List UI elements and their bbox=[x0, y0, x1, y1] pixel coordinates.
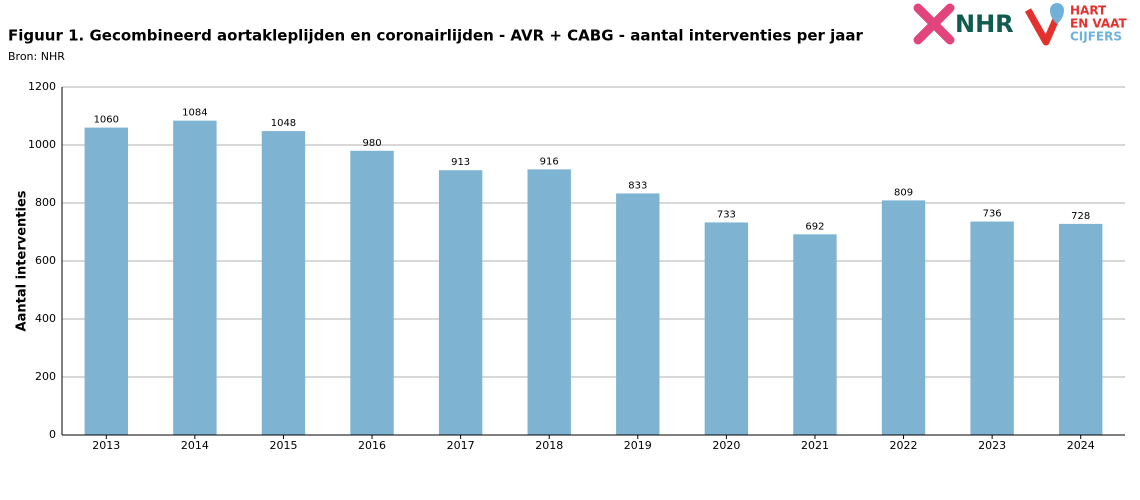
value-label: 733 bbox=[717, 209, 736, 220]
x-tick-label: 2016 bbox=[358, 439, 386, 452]
x-tick-label: 2017 bbox=[447, 439, 475, 452]
value-label: 728 bbox=[1071, 211, 1090, 222]
x-tick-label: 2019 bbox=[624, 439, 652, 452]
bar bbox=[84, 127, 128, 435]
value-label: 692 bbox=[805, 221, 824, 232]
bar bbox=[261, 131, 306, 435]
bar bbox=[970, 221, 1014, 435]
value-label: 809 bbox=[894, 187, 913, 198]
bar bbox=[527, 169, 571, 436]
y-tick-label: 1000 bbox=[28, 138, 56, 151]
value-label: 913 bbox=[451, 157, 470, 168]
x-tick-label: 2020 bbox=[712, 439, 740, 452]
logo-drop bbox=[1050, 3, 1064, 24]
x-tick-label: 2023 bbox=[978, 439, 1006, 452]
y-tick-label: 600 bbox=[35, 254, 56, 267]
value-label: 736 bbox=[983, 209, 1002, 220]
bar bbox=[438, 170, 483, 436]
value-label: 1060 bbox=[94, 115, 119, 126]
logo-text: CIJFERS bbox=[1070, 30, 1122, 44]
x-tick-label: 2018 bbox=[535, 439, 563, 452]
logo-text: HART bbox=[1070, 4, 1107, 18]
bar bbox=[173, 120, 217, 435]
chart-subtitle: Bron: NHR bbox=[8, 50, 65, 63]
bar bbox=[793, 234, 837, 435]
y-tick-label: 200 bbox=[35, 370, 56, 383]
x-tick-label: 2024 bbox=[1067, 439, 1095, 452]
logo-mark bbox=[913, 3, 955, 45]
value-label: 916 bbox=[540, 156, 559, 167]
x-tick-label: 2022 bbox=[890, 439, 918, 452]
y-axis-label: Aantal interventies bbox=[15, 190, 30, 331]
bar bbox=[704, 222, 749, 435]
value-label: 1084 bbox=[182, 108, 207, 119]
chart-title: Figuur 1. Gecombineerd aortakleplijden e… bbox=[8, 27, 864, 45]
x-tick-label: 2014 bbox=[181, 439, 209, 452]
y-tick-label: 800 bbox=[35, 196, 56, 209]
nhr-logo: NHR bbox=[913, 3, 1014, 45]
x-tick-label: 2021 bbox=[801, 439, 829, 452]
value-label: 833 bbox=[628, 180, 647, 191]
y-tick-label: 400 bbox=[35, 312, 56, 325]
logo-text: EN VAAT bbox=[1070, 17, 1128, 31]
y-tick-label: 1200 bbox=[28, 80, 56, 93]
bar bbox=[1059, 223, 1103, 435]
y-tick-label: 0 bbox=[49, 428, 56, 441]
bar bbox=[616, 193, 660, 435]
bar bbox=[350, 150, 394, 436]
hart-vaat-logo: HART EN VAAT CIJFERS bbox=[1024, 3, 1128, 46]
value-label: 980 bbox=[362, 138, 381, 149]
value-label: 1048 bbox=[271, 118, 296, 129]
logo-text: NHR bbox=[955, 10, 1014, 38]
x-tick-label: 2015 bbox=[269, 439, 297, 452]
x-tick-label: 2013 bbox=[92, 439, 120, 452]
bar bbox=[881, 200, 926, 435]
